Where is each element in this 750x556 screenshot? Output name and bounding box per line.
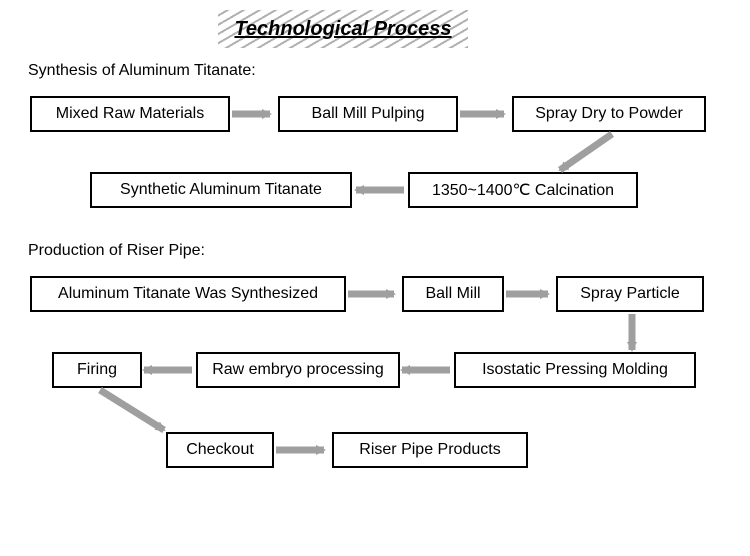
box-calcination: 1350~1400℃ Calcination [412,172,634,208]
subtitle-synthesis: Synthesis of Aluminum Titanate: [28,62,256,80]
box-checkout: Checkout [170,432,270,468]
box-isostatic-molding: Isostatic Pressing Molding [458,352,692,388]
box-mixed-raw-materials: Mixed Raw Materials [34,96,226,132]
subtitle-production: Production of Riser Pipe: [28,242,205,260]
page-title: Technological Process [218,10,468,48]
box-ball-mill: Ball Mill [406,276,500,312]
title-banner: Technological Process [218,10,468,48]
box-raw-embryo-processing: Raw embryo processing [200,352,396,388]
box-ball-mill-pulping: Ball Mill Pulping [282,96,454,132]
box-spray-particle: Spray Particle [560,276,700,312]
box-firing: Firing [56,352,138,388]
box-al-titanate-synthesized: Aluminum Titanate Was Synthesized [34,276,342,312]
box-spray-dry-powder: Spray Dry to Powder [516,96,702,132]
box-synthetic-al-titanate: Synthetic Aluminum Titanate [94,172,348,208]
box-riser-pipe-products: Riser Pipe Products [336,432,524,468]
